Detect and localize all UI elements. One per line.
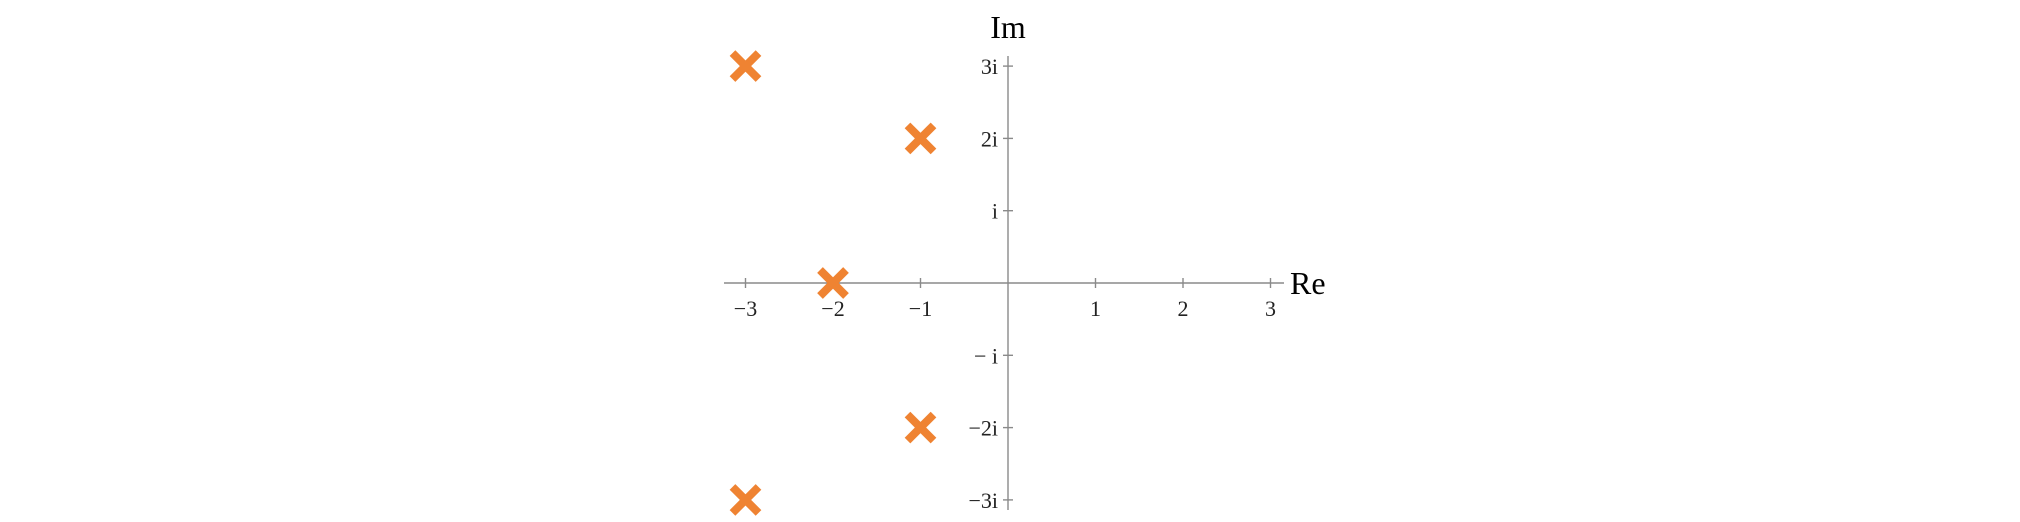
- pole-stroke: [817, 267, 849, 299]
- x-tick-label: −2: [821, 296, 844, 321]
- x-tick-label: 3: [1265, 296, 1276, 321]
- x-axis-label: Re: [1290, 265, 1326, 301]
- x-tick-label: −3: [734, 296, 757, 321]
- axes: [724, 56, 1284, 510]
- pole-marker: [904, 411, 937, 444]
- y-tick-label: 2i: [981, 126, 998, 151]
- y-tick-label: − i: [974, 343, 998, 368]
- pole-stroke: [729, 50, 762, 82]
- y-tick-label: −3i: [968, 488, 998, 513]
- pole-stroke: [729, 484, 762, 516]
- x-tick-label: −1: [909, 296, 932, 321]
- pole-marker: [817, 267, 849, 299]
- pole-stroke: [904, 411, 937, 444]
- pole-marker: [729, 484, 762, 516]
- y-tick-label: 3i: [981, 54, 998, 79]
- pole-marker: [729, 50, 762, 82]
- y-axis-label: Im: [990, 9, 1026, 45]
- x-tick-label: 2: [1178, 296, 1189, 321]
- tick-marks: [744, 65, 1272, 501]
- y-tick-label: i: [992, 199, 998, 224]
- x-tick-label: 1: [1090, 296, 1101, 321]
- y-tick-label: −2i: [968, 416, 998, 441]
- tick-labels: −3 −2 −1 1 2 3 3i 2i i − i −2i −3i: [734, 54, 1276, 513]
- pole-marker: [904, 122, 937, 155]
- pole-stroke: [904, 122, 937, 155]
- pole-markers: [729, 50, 937, 516]
